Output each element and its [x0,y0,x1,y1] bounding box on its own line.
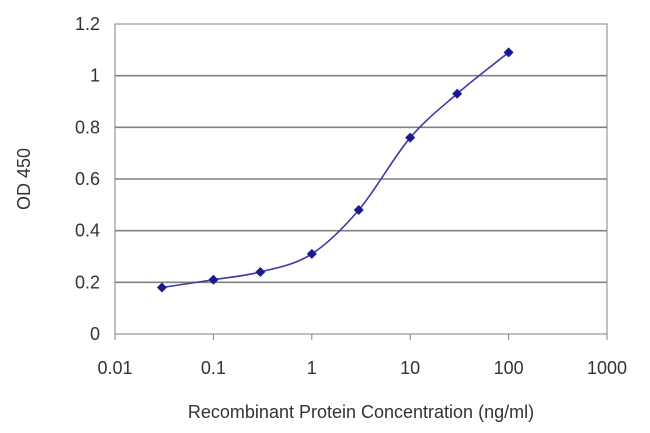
x-tick-label: 100 [494,358,524,378]
data-point [353,205,364,215]
data-points [156,47,514,293]
data-point [503,47,514,58]
y-tick-label: 0.8 [75,117,100,137]
y-axis-label: OD 450 [14,148,34,210]
y-tick-label: 0.6 [75,169,100,189]
x-tick-label: 1 [307,358,317,378]
y-tick-labels: 0 0.2 0.4 0.6 0.8 1 1.2 [75,14,100,344]
data-point [156,282,167,293]
y-tick-label: 0.2 [75,272,100,292]
data-point [306,248,317,259]
y-tick-label: 1 [90,66,100,86]
x-tick-label: 10 [400,358,420,378]
x-tick-labels: 0.01 0.1 1 10 100 1000 [97,334,627,378]
data-point [208,274,219,285]
data-point [452,88,463,99]
y-tick-label: 0 [90,324,100,344]
y-tick-label: 1.2 [75,14,100,34]
data-point [255,267,266,277]
data-point [405,132,416,143]
x-tick-label: 1000 [587,358,627,378]
x-tick-label: 0.1 [201,358,226,378]
x-tick-label: 0.01 [97,358,132,378]
y-tick-label: 0.4 [75,221,100,241]
x-axis-label: Recombinant Protein Concentration (ng/ml… [188,402,534,422]
